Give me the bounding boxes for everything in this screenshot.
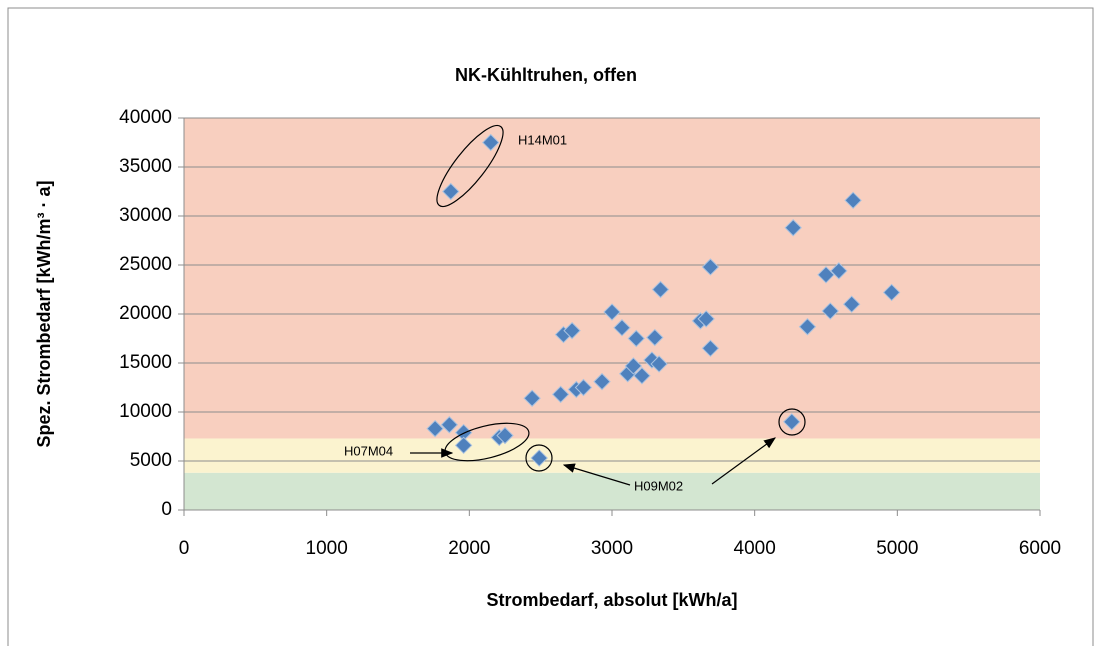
annotation: H07M04 [344,443,393,458]
point [784,219,802,237]
point [574,378,593,397]
annotation: H14M01 [518,132,567,147]
x-tick-label: 6000 [1019,538,1061,559]
point [842,295,861,313]
point [633,367,651,385]
point [551,385,570,404]
x-tick-label: 0 [179,538,190,559]
y-tick-label: 35000 [119,156,172,177]
x-tick-label: 5000 [876,538,918,559]
y-tick-label: 20000 [119,303,172,324]
point [783,413,801,431]
point [613,319,631,337]
plot-area: 0500010000150002000025000300003500040000… [119,107,1061,559]
point [442,182,460,201]
point [593,372,611,391]
point [651,280,670,299]
point [454,436,473,455]
x-tick-label: 4000 [734,538,776,559]
annotation: H09M02 [634,478,683,493]
band [184,118,1040,439]
arrow [562,463,631,486]
circle [778,408,806,436]
point [821,302,839,320]
y-tick-label: 0 [161,499,172,520]
point [496,426,514,445]
y-tick-label: 5000 [130,450,172,471]
point [426,419,444,438]
point [697,310,715,328]
y-tick-label: 15000 [119,352,172,373]
y-tick-label: 40000 [119,107,172,128]
point [624,357,643,375]
x-tick-label: 1000 [306,538,348,559]
point [798,318,817,336]
point [440,416,459,434]
y-axis-label: Spez. Strombedarf [kWh/m³ · a] [34,180,54,447]
point [650,355,668,373]
circle [525,444,553,472]
x-axis-label: Strombedarf, absolut [kWh/a] [486,590,737,610]
point [563,321,581,340]
x-tick-label: 3000 [591,538,633,559]
band [184,472,1040,510]
point [817,266,835,284]
ellipse [436,124,504,208]
point [830,262,848,280]
annotation-shapes [410,124,806,486]
y-tick-label: 30000 [119,205,172,226]
point [882,283,901,302]
point [646,328,664,347]
x-tick-label: 2000 [448,538,490,559]
point [701,339,720,358]
point [844,191,862,210]
point [603,303,621,321]
point [530,449,548,467]
point [523,389,541,407]
point [701,258,720,276]
chart-title: NK-Kühltruhen, offen [455,65,637,85]
arrow [711,437,776,485]
band [184,438,1040,473]
point [482,133,500,152]
y-tick-label: 25000 [119,254,172,275]
y-tick-label: 10000 [119,401,172,422]
point [627,329,645,348]
